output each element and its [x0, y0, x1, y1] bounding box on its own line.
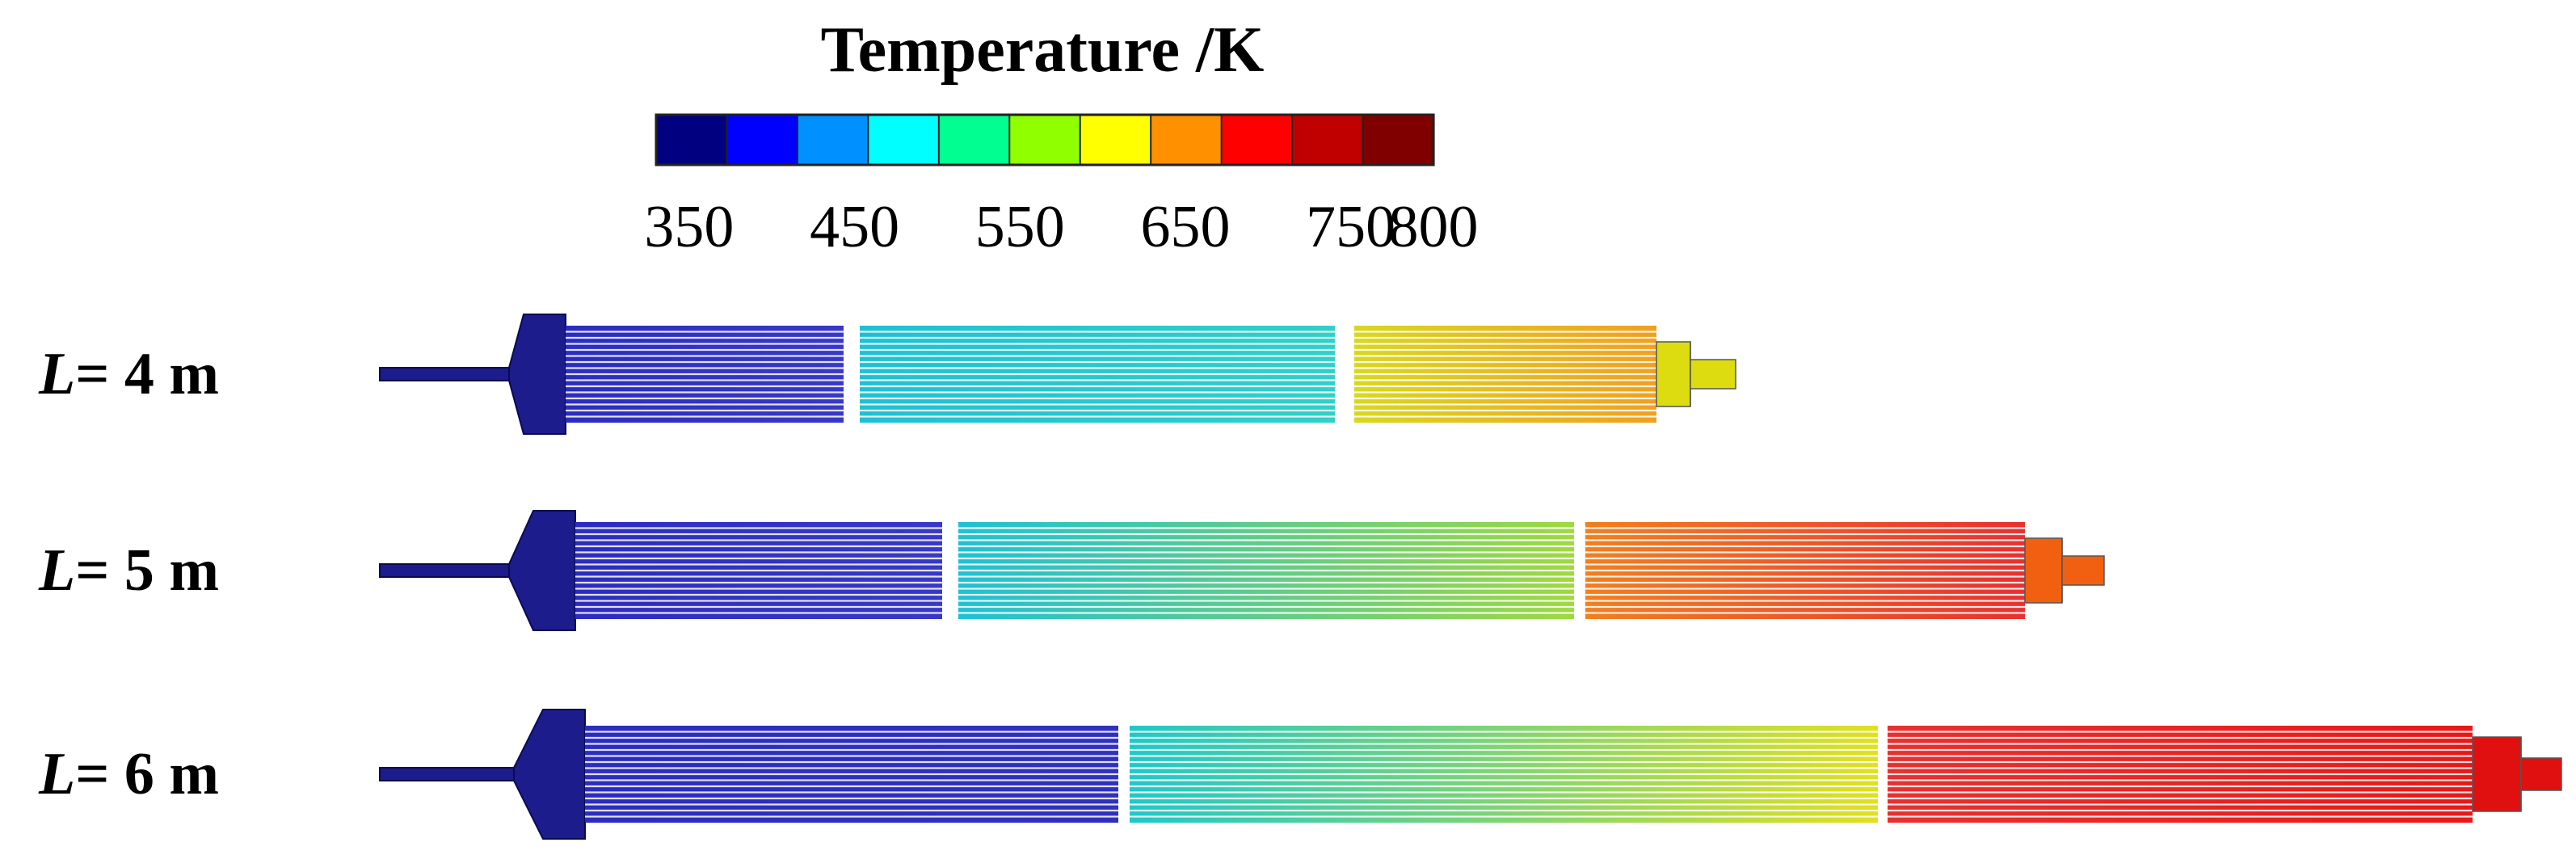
inlet-manifold — [513, 709, 586, 840]
colorbar-bands — [655, 114, 1435, 166]
colorbar-band — [1008, 114, 1082, 166]
row-label: L= 5 m — [38, 537, 219, 604]
outlet-nozzle — [1690, 359, 1736, 390]
tube-bundle-section — [1354, 326, 1656, 423]
outlet-nozzle — [2061, 555, 2105, 586]
tube-bundle-section — [1130, 726, 1878, 823]
configuration-row: L= 4 m — [38, 314, 1736, 435]
tube-bundle-section — [860, 326, 1335, 423]
configuration-row: L= 6 m — [38, 709, 2562, 840]
tube-bundle-section — [585, 726, 1118, 823]
colorbar-band — [1079, 114, 1152, 166]
colorbar-tick-label: 350 — [644, 194, 734, 260]
tube-bundle-section — [1888, 726, 2473, 823]
inlet-pipe — [379, 367, 515, 381]
outlet-head — [1656, 341, 1691, 407]
colorbar-band — [937, 114, 1011, 166]
colorbar-frame — [655, 113, 1435, 166]
outlet-head — [2024, 537, 2063, 604]
outlet-head — [2472, 736, 2522, 812]
inlet-manifold — [508, 510, 576, 631]
colorbar-band — [1150, 114, 1223, 166]
colorbar-band — [726, 114, 799, 166]
colorbar-tick-label: 650 — [1140, 194, 1230, 260]
colorbar-band — [1220, 114, 1294, 166]
tube-bundle-section — [566, 326, 844, 423]
colorbar-tick-label: 750 — [1306, 194, 1395, 260]
colorbar-title: Temperature /K — [821, 15, 1265, 86]
inlet-pipe — [379, 563, 515, 578]
configuration-rows: L= 4 m L= 5 m L= 6 m — [38, 314, 2562, 840]
colorbar-band — [655, 114, 729, 166]
colorbar-tick-label: 450 — [810, 194, 899, 260]
row-label: L= 6 m — [38, 741, 219, 807]
colorbar-band — [1291, 114, 1365, 166]
inlet-manifold — [508, 314, 566, 435]
colorbar-band — [1362, 114, 1435, 166]
colorbar-band — [867, 114, 941, 166]
colorbar-tick-label: 550 — [975, 194, 1065, 260]
colorbar-band — [796, 114, 869, 166]
row-label: L= 4 m — [38, 341, 219, 407]
inlet-pipe — [379, 767, 520, 781]
tube-bundle-section — [1585, 522, 2025, 619]
tube-bundle-section — [958, 522, 1574, 619]
tube-bundle-section — [575, 522, 942, 619]
colorbar-tick-label: 800 — [1389, 194, 1479, 260]
outlet-nozzle — [2520, 757, 2562, 791]
configuration-row: L= 5 m — [38, 510, 2105, 631]
